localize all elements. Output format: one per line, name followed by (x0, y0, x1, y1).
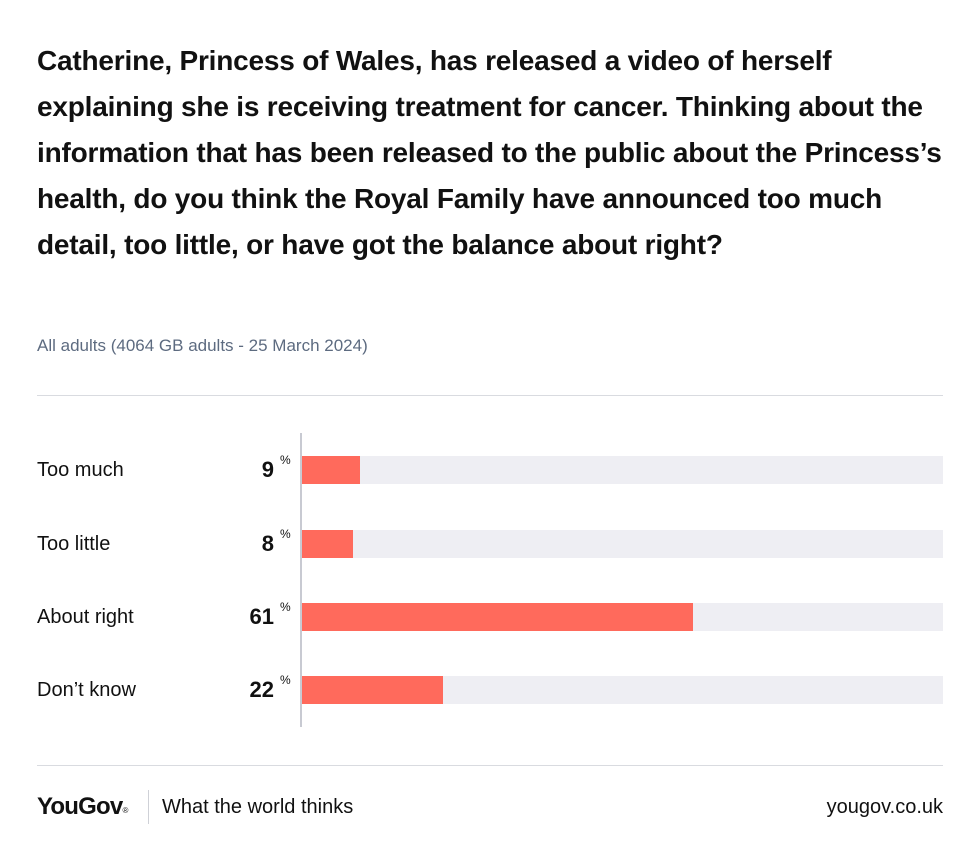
category-label: Too much (37, 459, 124, 481)
bar-track (302, 603, 943, 631)
footer-tagline: What the world thinks (162, 796, 354, 818)
bar-row-about-right: About right 61 % (37, 600, 943, 631)
bar (302, 603, 693, 631)
category-label: Too little (37, 533, 111, 555)
bar-row-dont-know: Don’t know 22 % (37, 673, 943, 704)
value-label: 8 (261, 531, 274, 556)
bar-track (302, 530, 943, 558)
unit-label: % (280, 673, 291, 687)
value-label: 61 (249, 604, 274, 629)
logo-text: YouGov (37, 793, 123, 820)
value-label: 22 (249, 677, 274, 702)
bar-track (302, 676, 943, 704)
footer-divider (148, 790, 149, 824)
bar (302, 456, 360, 484)
bar (302, 676, 444, 704)
category-label: Don’t know (37, 679, 136, 701)
value-label: 9 (261, 457, 274, 482)
unit-label: % (280, 453, 291, 467)
chart-title: Catherine, Princess of Wales, has releas… (37, 45, 942, 260)
yougov-logo[interactable]: YouGov® (37, 790, 128, 824)
top-divider (37, 395, 943, 396)
bar-track (302, 456, 943, 484)
bar-row-too-little: Too little 8 % (37, 527, 943, 558)
bottom-divider (37, 765, 943, 766)
footer-url-link[interactable]: yougov.co.uk (826, 796, 943, 818)
bar (302, 530, 354, 558)
logo-mark: ® (122, 806, 128, 815)
axis-line (300, 433, 302, 727)
category-label: About right (37, 606, 134, 628)
unit-label: % (280, 600, 291, 614)
chart-subtitle: All adults (4064 GB adults - 25 March 20… (37, 336, 368, 355)
unit-label: % (280, 527, 291, 541)
bar-row-too-much: Too much 9 % (37, 453, 943, 484)
